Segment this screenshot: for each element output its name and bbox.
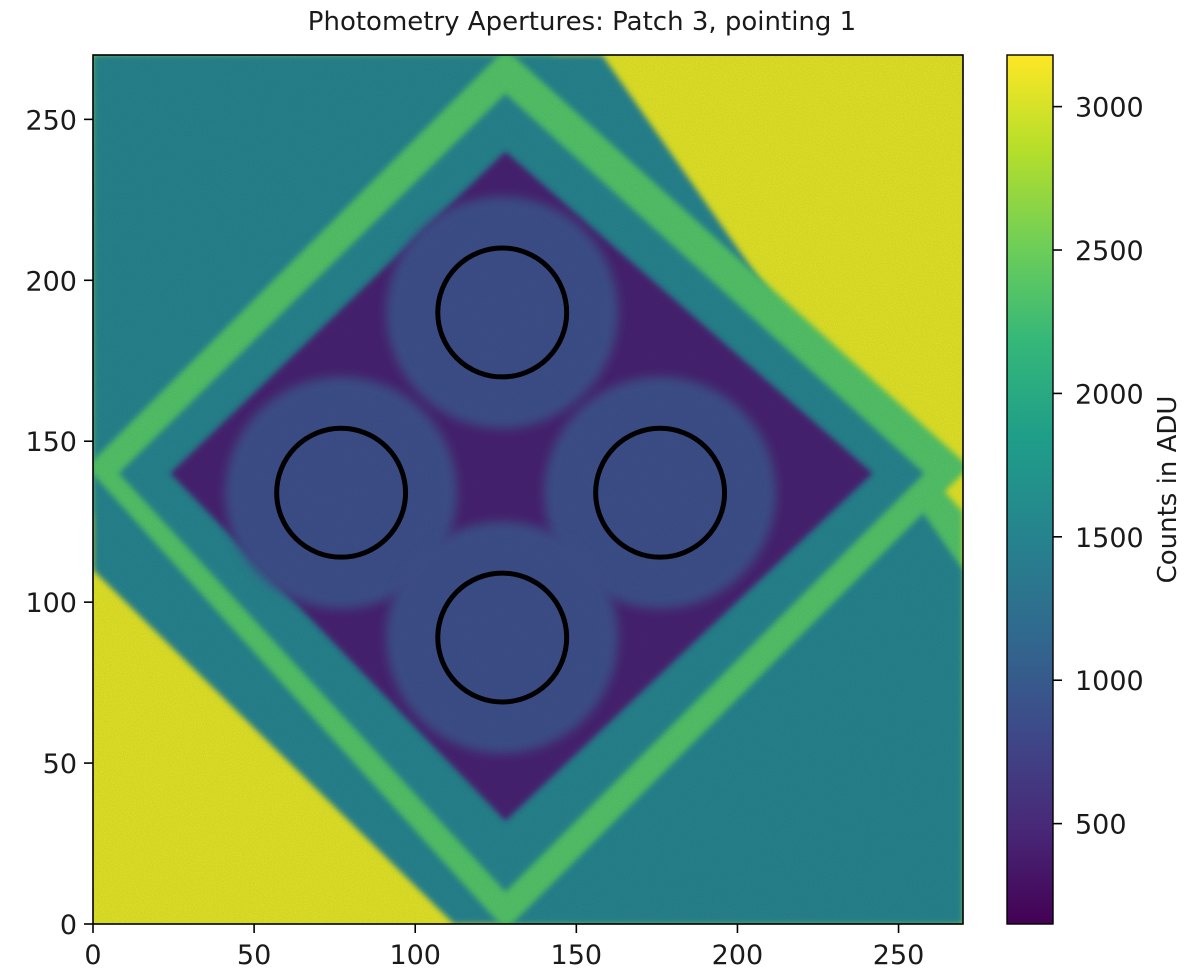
x-tick-label: 100 — [389, 940, 441, 971]
aperture-layer — [274, 245, 728, 705]
y-tick-label: 0 — [60, 910, 77, 941]
plot-frame — [92, 54, 964, 925]
aperture-circle-2 — [274, 425, 409, 560]
x-tick-label: 200 — [712, 940, 764, 971]
image-layer — [93, 55, 963, 924]
colorbar-tick-label: 2000 — [1075, 379, 1144, 410]
colorbar — [1006, 54, 1054, 925]
chart-title: Photometry Apertures: Patch 3, pointing … — [308, 7, 856, 37]
colorbar-label: Counts in ADU — [1153, 396, 1183, 584]
colorbar-tick-label: 1500 — [1075, 523, 1144, 554]
colorbar-tick-label: 3000 — [1075, 93, 1144, 124]
y-tick-label: 50 — [43, 749, 77, 780]
colorbar-axis: 500 1000 1500 2000 2500 3000 — [1053, 93, 1144, 841]
image-noise — [93, 55, 963, 924]
x-tick-label: 150 — [551, 940, 603, 971]
y-tick-label: 200 — [25, 266, 77, 297]
y-tick-label: 100 — [25, 588, 77, 619]
x-tick-label: 250 — [873, 940, 925, 971]
colorbar-tick-label: 500 — [1075, 810, 1127, 841]
x-tick-label: 50 — [237, 940, 271, 971]
colorbar-tick-label: 1000 — [1075, 666, 1144, 697]
y-axis: 0 50 100 150 200 250 — [25, 105, 93, 941]
aperture-circle-3 — [593, 425, 728, 560]
aperture-circle-1 — [435, 245, 570, 380]
x-tick-label: 0 — [84, 940, 101, 971]
y-tick-label: 250 — [25, 105, 77, 136]
x-axis: 0 50 100 150 200 250 — [84, 924, 924, 971]
aperture-circle-4 — [435, 570, 570, 705]
y-tick-label: 150 — [25, 427, 77, 458]
colorbar-tick-label: 2500 — [1075, 236, 1144, 267]
